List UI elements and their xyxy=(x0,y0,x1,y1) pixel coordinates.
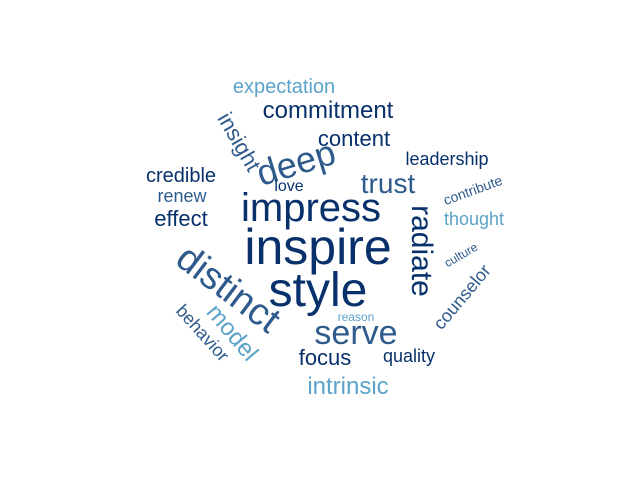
word-culture: culture xyxy=(441,239,481,271)
word-intrinsic: intrinsic xyxy=(307,373,389,400)
word-love: love xyxy=(274,178,304,195)
word-radiate: radiate xyxy=(404,205,438,297)
word-reason: reason xyxy=(337,310,375,324)
word-content: content xyxy=(317,126,391,151)
word-inspire: inspire xyxy=(244,219,392,275)
word-leadership: leadership xyxy=(405,149,489,169)
word-counselor: counselor xyxy=(429,260,495,334)
word-credible: credible xyxy=(145,165,217,187)
word-commitment: commitment xyxy=(262,97,394,124)
word-impress: impress xyxy=(240,186,382,230)
word-insight: insight xyxy=(212,107,267,176)
word-serve: serve xyxy=(314,314,398,352)
word-effect: effect xyxy=(154,206,208,231)
word-trust: trust xyxy=(360,168,416,199)
word-contribute: contribute xyxy=(441,171,505,209)
word-style: style xyxy=(268,264,368,317)
word-focus: focus xyxy=(298,345,352,370)
word-expectation: expectation xyxy=(232,76,336,98)
word-renew: renew xyxy=(157,186,207,206)
word-thought: thought xyxy=(443,209,505,229)
word-quality: quality xyxy=(382,346,436,366)
